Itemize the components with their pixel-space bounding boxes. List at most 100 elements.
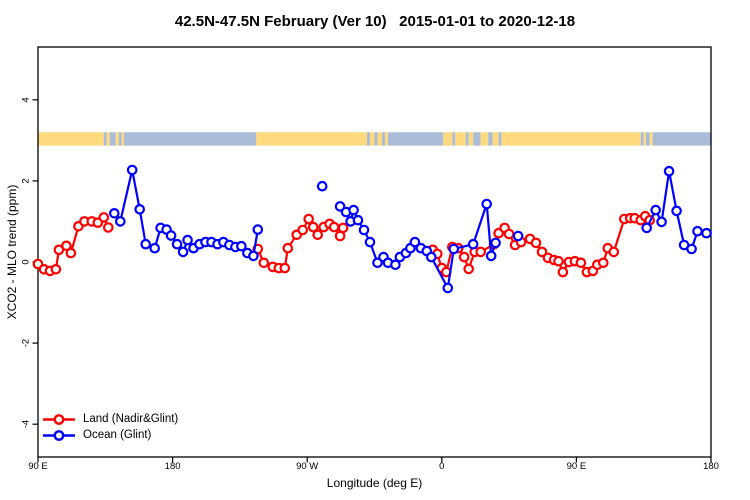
data-point <box>328 221 340 233</box>
ocean-line-symbol-icon <box>43 429 75 441</box>
data-point <box>575 257 587 269</box>
data-point <box>458 251 470 263</box>
x-tick-label: 90 E <box>28 461 48 472</box>
isolated-data-point <box>512 230 524 242</box>
y-tick-label: -4 <box>20 419 32 429</box>
strip-ocean-segment <box>452 132 456 146</box>
data-point <box>671 205 682 217</box>
plot-border <box>37 46 712 458</box>
strip-land-segment <box>115 132 119 146</box>
data-point <box>126 164 138 176</box>
strip-land-segment <box>256 132 368 146</box>
strip-ocean-segment <box>123 132 257 146</box>
strip-land-segment <box>649 132 653 146</box>
data-point <box>182 234 193 246</box>
strip-ocean-segment <box>381 132 385 146</box>
data-point <box>282 242 294 254</box>
data-point <box>409 236 421 248</box>
data-point <box>109 208 120 219</box>
y-tick-label: -2 <box>20 338 32 348</box>
data-point <box>134 204 145 215</box>
strip-ocean-segment <box>652 132 711 146</box>
strip-land-segment <box>377 132 382 146</box>
data-point <box>442 282 454 294</box>
y-tick-label: 2 <box>20 178 32 184</box>
legend-label-land: Land (Nadir&Glint) <box>83 413 179 425</box>
data-point <box>390 259 401 271</box>
strip-land-segment <box>384 132 388 146</box>
strip-land-segment <box>455 132 466 146</box>
data-point <box>312 229 323 241</box>
data-point <box>467 238 479 250</box>
data-point <box>115 216 126 227</box>
data-point <box>530 237 542 249</box>
x-tick-label: 0 <box>439 461 445 472</box>
data-point <box>177 246 189 258</box>
x-axis-label: Longitude (deg E) <box>326 476 423 490</box>
data-point <box>252 224 264 235</box>
data-point <box>701 227 712 239</box>
data-point <box>303 213 314 225</box>
strip-ocean-segment <box>367 132 371 146</box>
x-tick-label: 180 <box>164 461 181 472</box>
series-ocean <box>109 164 712 294</box>
x-axis-ticks <box>37 457 712 463</box>
legend-label-ocean: Ocean (Glint) <box>83 429 152 441</box>
data-point <box>171 238 183 250</box>
data-point <box>448 243 460 255</box>
data-point <box>364 236 376 248</box>
strip-land-segment <box>121 132 124 146</box>
series-land <box>32 210 655 278</box>
strip-ocean-segment <box>488 132 493 146</box>
data-point <box>348 204 359 216</box>
series-line <box>432 215 651 274</box>
strip-land-segment <box>492 132 499 146</box>
data-point <box>103 222 114 233</box>
strip-land-segment <box>443 132 453 146</box>
data-point <box>297 224 308 236</box>
strip-land-segment <box>38 132 104 146</box>
strip-ocean-segment <box>640 132 644 146</box>
chart-title: 42.5N-47.5N February (Ver 10) 2015-01-01… <box>174 13 576 30</box>
data-point <box>608 246 620 258</box>
data-point <box>475 246 486 258</box>
strip-ocean-segment <box>387 132 444 146</box>
data-point <box>334 201 346 212</box>
legend: Land (Nadir&Glint) Ocean (Glint) <box>41 411 178 443</box>
strip-land-segment <box>643 132 646 146</box>
x-tick-label: 90 W <box>296 461 319 472</box>
data-point <box>149 242 160 254</box>
data-point <box>352 214 364 226</box>
land-line-symbol-icon <box>43 413 75 425</box>
data-point <box>692 225 703 237</box>
strip-ocean-segment <box>109 132 116 146</box>
strip-ocean-segment <box>374 132 378 146</box>
data-point <box>165 230 177 241</box>
strip-ocean-segment <box>498 132 502 146</box>
data-point <box>248 250 259 262</box>
data-point <box>140 238 151 250</box>
data-point <box>425 251 437 263</box>
data-point <box>597 257 609 269</box>
strip-ocean-segment <box>118 132 122 146</box>
strip-ocean-segment <box>645 132 650 146</box>
strip-land-segment <box>370 132 375 146</box>
data-point <box>50 263 62 275</box>
data-point <box>98 212 110 223</box>
data-point <box>490 237 501 249</box>
data-point <box>656 216 667 228</box>
data-point <box>258 257 270 269</box>
data-point <box>553 255 564 267</box>
legend-item-land: Land (Nadir&Glint) <box>41 411 178 427</box>
y-tick-label: 4 <box>20 97 32 103</box>
data-point <box>279 262 291 274</box>
data-point <box>536 246 548 258</box>
strip-ocean-segment <box>465 132 469 146</box>
data-point <box>485 250 497 262</box>
strip-land-segment <box>501 132 641 146</box>
legend-item-ocean: Ocean (Glint) <box>41 427 178 443</box>
data-point <box>663 165 675 177</box>
x-tick-label: 180 <box>703 461 719 472</box>
